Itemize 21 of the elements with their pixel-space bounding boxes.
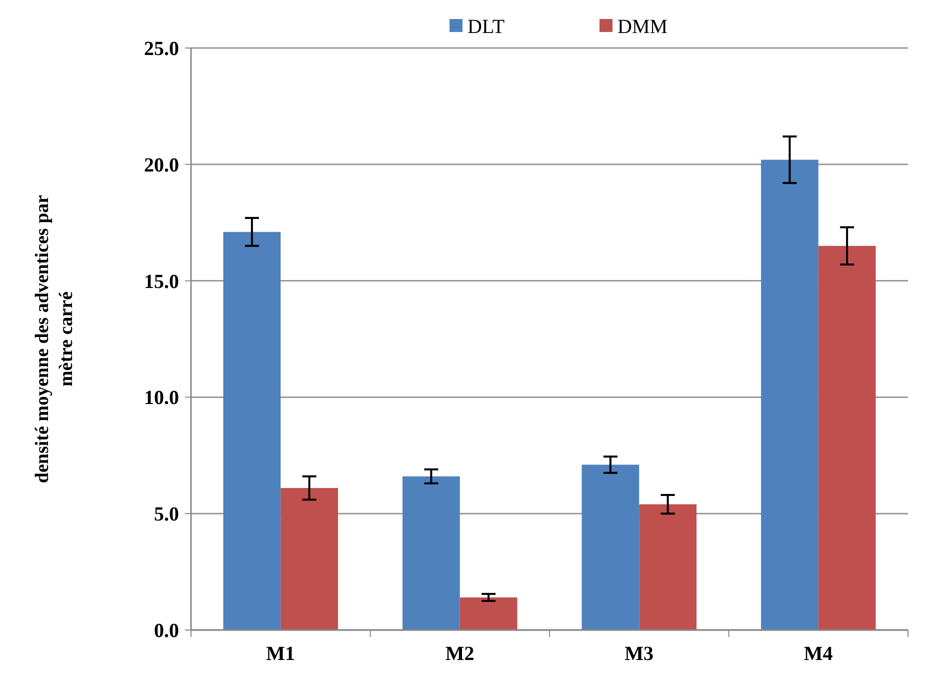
y-tick-label: 5.0 <box>154 504 179 526</box>
x-tick-label: M4 <box>804 643 833 665</box>
y-tick-label: 20.0 <box>144 154 179 176</box>
y-tick-label: 25.0 <box>144 38 179 60</box>
legend-label: DMM <box>618 16 668 38</box>
bar <box>639 504 696 630</box>
bar <box>280 488 338 630</box>
bar <box>818 246 876 630</box>
bar <box>402 476 460 630</box>
x-tick-label: M3 <box>624 643 654 665</box>
x-tick-label: M2 <box>445 643 474 665</box>
y-tick-label: 0.0 <box>154 620 179 642</box>
bar <box>582 464 640 630</box>
y-axis-title: densité moyenne des adventices par mètre carré <box>32 194 77 484</box>
legend-label: DLT <box>468 16 505 38</box>
y-tick-label: 15.0 <box>144 270 179 293</box>
y-tick-label: 10.0 <box>144 387 179 410</box>
bar <box>223 232 281 630</box>
bar <box>460 597 518 630</box>
x-tick-label: M1 <box>266 643 296 665</box>
bar <box>761 160 818 630</box>
